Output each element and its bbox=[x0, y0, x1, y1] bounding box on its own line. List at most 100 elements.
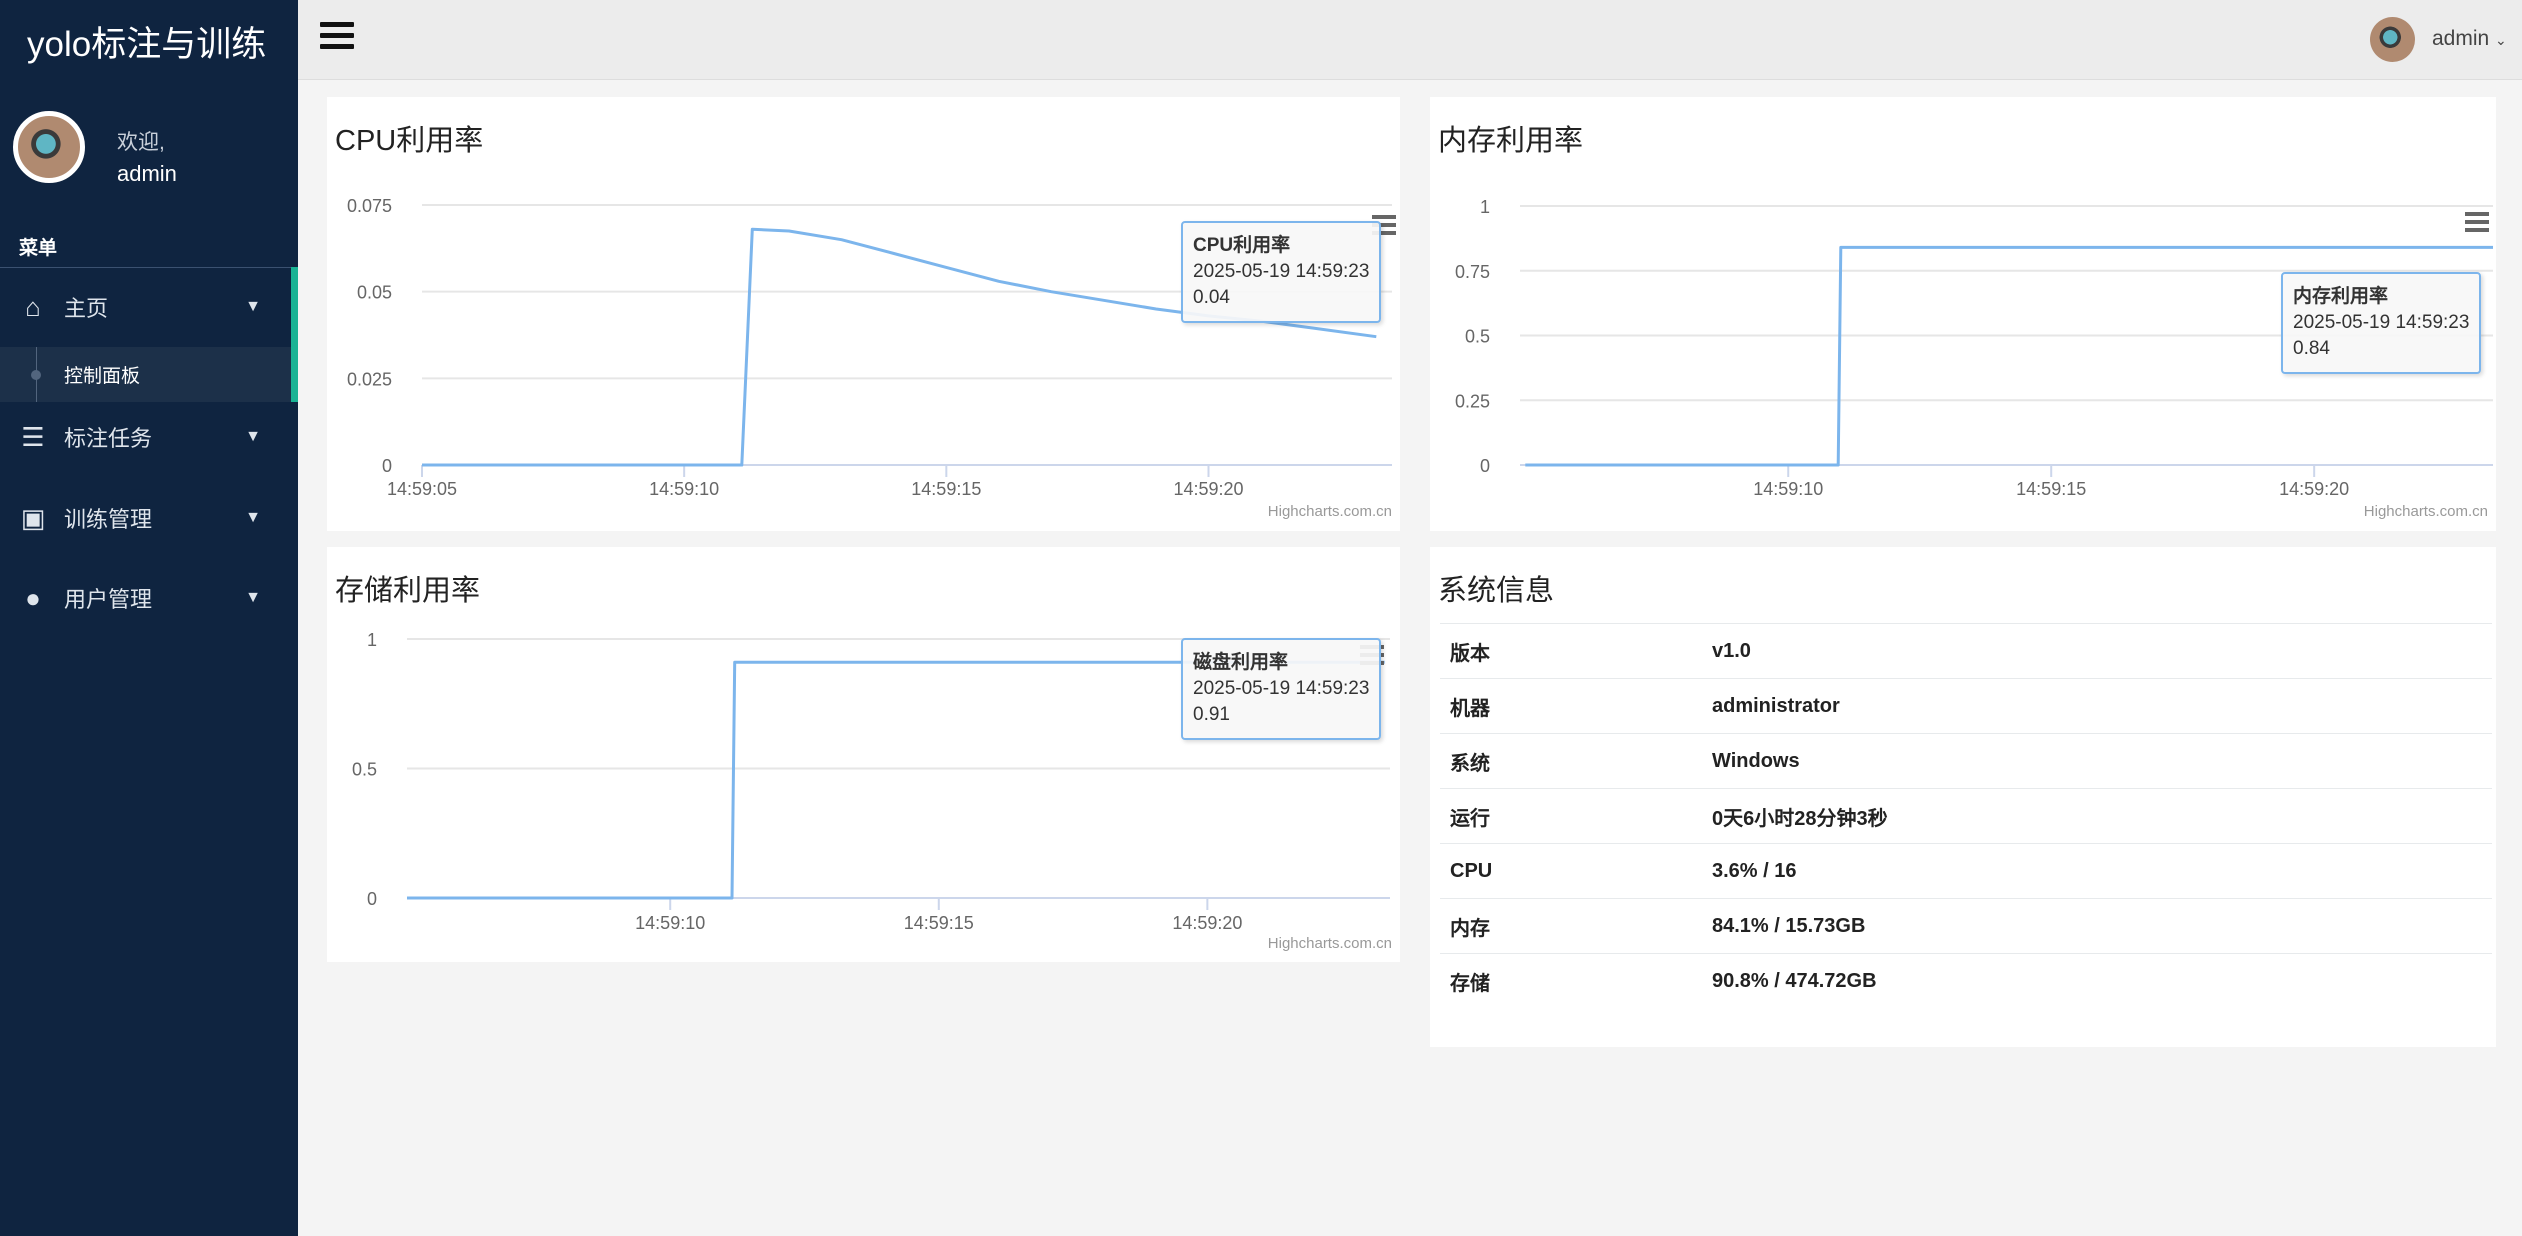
info-value: 84.1% / 15.73GB bbox=[1712, 898, 2492, 954]
y-tick-label: 0.25 bbox=[1455, 391, 1490, 411]
chart-title: 内存利用率 bbox=[1438, 125, 1584, 157]
bullet-icon bbox=[31, 369, 41, 380]
sidebar-item-users[interactable]: ● 用户管理 ▼ bbox=[0, 558, 291, 638]
tooltip-time: 2025-05-19 14:59:23 bbox=[2293, 312, 2470, 333]
chart-title: 存储利用率 bbox=[335, 575, 481, 607]
chevron-down-icon: ▼ bbox=[245, 428, 261, 445]
info-label: 机器 bbox=[1440, 678, 1712, 734]
chevron-down-icon: ⌄ bbox=[2495, 32, 2507, 48]
top-header: admin ⌄ bbox=[298, 0, 2522, 80]
x-tick-label: 14:59:15 bbox=[911, 479, 981, 499]
tooltip-series: 内存利用率 bbox=[2293, 286, 2389, 307]
tooltip-time: 2025-05-19 14:59:23 bbox=[1193, 678, 1370, 699]
tooltip-value: 0.91 bbox=[1193, 704, 1230, 725]
series-line bbox=[1525, 245, 2493, 467]
info-value: v1.0 bbox=[1712, 623, 2492, 679]
sysinfo-title: 系统信息 bbox=[1438, 575, 1555, 607]
info-label: 运行 bbox=[1440, 788, 1712, 844]
chart-tooltip: 磁盘利用率 2025-05-19 14:59:23 0.91 bbox=[1181, 638, 1382, 740]
x-tick-label: 14:59:10 bbox=[1753, 479, 1823, 499]
info-label: 版本 bbox=[1440, 623, 1712, 679]
train-icon: ▣ bbox=[20, 502, 46, 533]
y-tick-label: 0.075 bbox=[347, 196, 392, 216]
sidebar-item-label: 训练管理 bbox=[64, 507, 153, 532]
menu-toggle-icon[interactable] bbox=[320, 22, 354, 52]
sidebar-item-home[interactable]: ⌂ 主页 ▼ bbox=[0, 267, 291, 347]
sidebar-item-label: 控制面板 bbox=[64, 366, 141, 387]
y-tick-label: 1 bbox=[367, 630, 377, 650]
header-user-name: admin bbox=[2432, 27, 2490, 50]
tooltip-time: 2025-05-19 14:59:23 bbox=[1193, 261, 1370, 282]
tooltip-value: 0.04 bbox=[1193, 287, 1230, 308]
chart-tooltip: 内存利用率 2025-05-19 14:59:23 0.84 bbox=[2281, 272, 2482, 374]
memory-chart-panel: 内存利用率 0 0.25 0.5 0.75 1 14:59:10 14:59:15 14:59… bbox=[1430, 97, 2496, 531]
sidebar-item-label: 标注任务 bbox=[64, 426, 153, 451]
y-tick-label: 1 bbox=[1480, 197, 1490, 217]
x-tick-label: 14:59:10 bbox=[649, 479, 719, 499]
tooltip-series: CPU利用率 bbox=[1193, 235, 1291, 256]
table-row: CPU 3.6% / 16 bbox=[1440, 843, 2492, 899]
tooltip-value: 0.84 bbox=[2293, 338, 2330, 359]
sidebar-item-annotation-tasks[interactable]: ☰ 标注任务 ▼ bbox=[0, 397, 291, 477]
y-tick-label: 0.5 bbox=[352, 760, 377, 780]
info-label: 存储 bbox=[1440, 953, 1712, 1009]
highcharts-credit: Highcharts.com.cn bbox=[2364, 503, 2488, 520]
y-tick-label: 0.5 bbox=[1465, 327, 1490, 347]
table-row: 内存 84.1% / 15.73GB bbox=[1440, 898, 2492, 954]
chevron-down-icon: ▼ bbox=[245, 298, 261, 315]
x-tick-label: 14:59:15 bbox=[904, 913, 974, 933]
table-row: 机器 administrator bbox=[1440, 678, 2492, 734]
info-value: 3.6% / 16 bbox=[1712, 843, 2492, 899]
info-value: Windows bbox=[1712, 733, 2492, 789]
y-tick-label: 0.025 bbox=[347, 369, 392, 389]
sidebar-item-dashboard[interactable]: 控制面板 bbox=[0, 347, 291, 402]
info-label: 内存 bbox=[1440, 898, 1712, 954]
sidebar: yolo标注与训练 欢迎, admin 菜单 ⌂ 主页 ▼ 控制面板 ☰ 标注任务 ▼ … bbox=[0, 0, 298, 1236]
y-tick-label: 0.05 bbox=[357, 283, 392, 303]
chart-tooltip: CPU利用率 2025-05-19 14:59:23 0.04 bbox=[1181, 221, 1382, 323]
y-tick-label: 0 bbox=[1480, 456, 1490, 476]
user-dropdown[interactable]: admin ⌄ bbox=[2432, 27, 2507, 51]
info-label: 系统 bbox=[1440, 733, 1712, 789]
user-icon: ● bbox=[25, 582, 41, 613]
info-value: administrator bbox=[1712, 678, 2492, 734]
x-tick-label: 14:59:20 bbox=[1172, 913, 1242, 933]
chevron-down-icon: ▼ bbox=[245, 589, 261, 606]
x-tick-label: 14:59:15 bbox=[2016, 479, 2086, 499]
line-chart: 0 0.5 1 14:59:10 14:59:15 14:59:20 Highcharts.… bbox=[352, 630, 1392, 952]
app-title: yolo标注与训练 bbox=[27, 25, 267, 64]
sidebar-item-training[interactable]: ▣ 训练管理 ▼ bbox=[0, 478, 291, 558]
info-label: CPU bbox=[1440, 843, 1712, 899]
table-row: 运行 0天6小时28分钟3秒 bbox=[1440, 788, 2492, 844]
user-name: admin bbox=[117, 161, 177, 186]
chart-menu-icon[interactable] bbox=[2465, 212, 2489, 236]
info-value: 0天6小时28分钟3秒 bbox=[1712, 788, 2492, 844]
sidebar-item-label: 用户管理 bbox=[64, 587, 153, 612]
sysinfo-table: 版本 v1.0 机器 administrator 系统 Windows 运行 0天6小时28分… bbox=[1440, 623, 2492, 1009]
header-avatar[interactable] bbox=[2370, 17, 2415, 62]
storage-chart-panel: 存储利用率 0 0.5 1 14:59:10 14:59:15 14:59:20 Highc… bbox=[327, 547, 1400, 962]
active-indicator bbox=[291, 267, 298, 402]
table-row: 系统 Windows bbox=[1440, 733, 2492, 789]
info-value: 90.8% / 474.72GB bbox=[1712, 953, 2492, 1009]
x-tick-label: 14:59:05 bbox=[387, 479, 457, 499]
y-tick-label: 0 bbox=[367, 889, 377, 909]
x-tick-label: 14:59:10 bbox=[635, 913, 705, 933]
table-row: 版本 v1.0 bbox=[1440, 623, 2492, 679]
system-info-panel: 系统信息 版本 v1.0 机器 administrator 系统 Windows 运行 0天6… bbox=[1430, 547, 2496, 1047]
home-icon: ⌂ bbox=[25, 291, 41, 322]
divider bbox=[0, 267, 298, 268]
line-chart: 0 0.25 0.5 0.75 1 14:59:10 14:59:15 14:59:20 Hig… bbox=[1455, 197, 2493, 520]
x-tick-label: 14:59:20 bbox=[2279, 479, 2349, 499]
menu-heading: 菜单 bbox=[19, 238, 58, 259]
welcome-text: 欢迎, bbox=[117, 131, 165, 154]
series-line bbox=[407, 660, 1385, 900]
highcharts-credit: Highcharts.com.cn bbox=[1268, 503, 1392, 520]
highcharts-credit: Highcharts.com.cn bbox=[1268, 935, 1392, 952]
chart-menu-icon[interactable] bbox=[1372, 215, 1396, 239]
y-tick-label: 0 bbox=[382, 456, 392, 476]
cpu-chart-panel: CPU利用率 0 0.025 0.05 0.075 14:59:05 14:59:10 14… bbox=[327, 97, 1400, 531]
chevron-down-icon: ▼ bbox=[245, 509, 261, 526]
user-avatar[interactable] bbox=[13, 111, 85, 183]
database-icon: ☰ bbox=[21, 421, 45, 452]
